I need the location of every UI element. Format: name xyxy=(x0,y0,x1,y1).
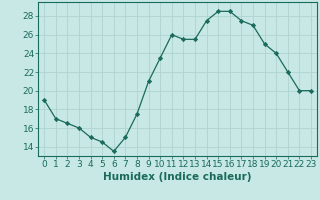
X-axis label: Humidex (Indice chaleur): Humidex (Indice chaleur) xyxy=(103,172,252,182)
